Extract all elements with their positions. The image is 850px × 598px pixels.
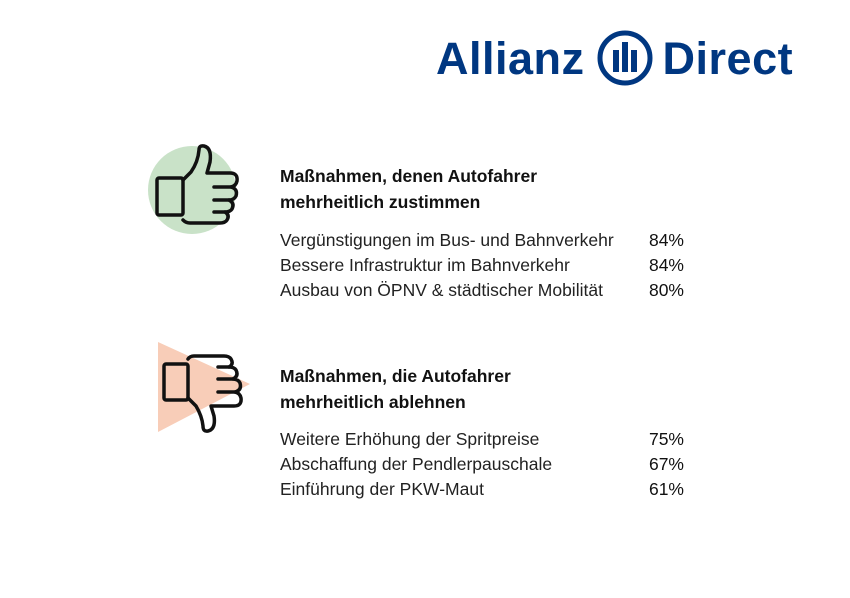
item-label: Weitere Erhöhung der Spritpreise [280, 429, 540, 449]
reject-list: Weitere Erhöhung der Spritpreise 75% Abs… [280, 427, 684, 502]
approve-title-line2: mehrheitlich zustimmen [280, 192, 481, 212]
item-label: Abschaffung der Pendlerpauschale [280, 454, 553, 474]
approve-title-line1: Maßnahmen, denen Autofahrer [280, 166, 538, 186]
list-item: Weitere Erhöhung der Spritpreise 75% [280, 427, 684, 452]
list-item: Ausbau von ÖPNV & städtischer Mobilität … [280, 278, 684, 303]
list-item: Einführung der PKW-Maut 61% [280, 477, 684, 502]
thumbs-up-icon [146, 140, 246, 245]
approve-list: Vergünstigungen im Bus- und Bahnverkehr … [280, 228, 684, 303]
list-item: Bessere Infrastruktur im Bahnverkehr 84% [280, 253, 684, 278]
brand-name-right: Direct [662, 32, 794, 84]
brand-logo: Allianz Direct [436, 30, 793, 86]
item-label: Bessere Infrastruktur im Bahnverkehr [280, 255, 570, 275]
item-value: 67% [648, 454, 684, 474]
reject-title: Maßnahmen, die Autofahrer mehrheitlich a… [280, 363, 511, 415]
item-label: Ausbau von ÖPNV & städtischer Mobilität [280, 280, 603, 300]
reject-title-line1: Maßnahmen, die Autofahrer [280, 366, 511, 386]
item-label: Vergünstigungen im Bus- und Bahnverkehr [280, 230, 614, 250]
reject-title-line2: mehrheitlich ablehnen [280, 392, 466, 412]
brand-name-left: Allianz [436, 32, 585, 84]
item-value: 61% [648, 479, 684, 499]
item-value: 75% [648, 429, 684, 449]
item-value: 84% [648, 255, 684, 275]
list-item: Abschaffung der Pendlerpauschale 67% [280, 452, 684, 477]
list-item: Vergünstigungen im Bus- und Bahnverkehr … [280, 228, 684, 253]
thumbs-down-icon [152, 340, 252, 441]
allianz-eagle-icon [597, 30, 653, 86]
approve-title: Maßnahmen, denen Autofahrer mehrheitlich… [280, 163, 537, 215]
item-label: Einführung der PKW-Maut [280, 479, 484, 499]
item-value: 84% [648, 230, 684, 250]
item-value: 80% [648, 280, 684, 300]
